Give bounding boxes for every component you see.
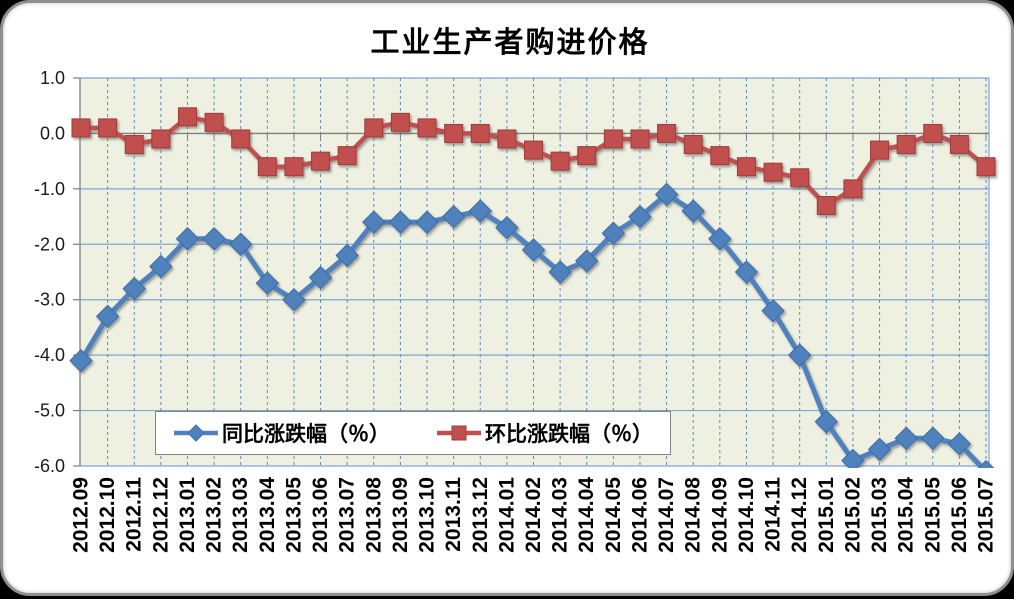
data-point-mom	[125, 136, 143, 154]
data-point-mom	[791, 169, 809, 187]
x-axis-label: 2013.11	[442, 477, 465, 552]
yoy-line-marker-icon	[173, 424, 219, 442]
x-axis-label: 2012.11	[123, 477, 146, 552]
data-point-mom	[471, 124, 489, 142]
y-axis-label: -6.0	[34, 456, 65, 476]
x-axis-label: 2013.09	[389, 477, 412, 553]
legend-entry-mom: 环比涨跌幅（％）	[436, 418, 653, 448]
y-axis-label: -1.0	[34, 179, 65, 199]
x-axis-label: 2013.10	[416, 477, 439, 553]
y-axis-label: -2.0	[34, 234, 65, 254]
x-axis-label: 2014.08	[682, 477, 705, 553]
x-axis-label: 2014.04	[575, 477, 598, 553]
data-point-mom	[285, 158, 303, 176]
data-point-mom	[711, 147, 729, 165]
y-axis-label: -5.0	[34, 401, 65, 421]
x-axis-label: 2013.12	[469, 477, 492, 553]
x-axis-label: 2014.05	[602, 477, 625, 553]
data-point-mom	[897, 136, 915, 154]
x-axis-label: 2013.03	[229, 477, 252, 553]
x-axis-label: 2014.10	[735, 477, 758, 553]
x-axis-label: 2012.12	[149, 477, 172, 553]
data-point-mom	[684, 136, 702, 154]
y-axis-label: -3.0	[34, 290, 65, 310]
y-axis-label: 1.0	[40, 68, 65, 88]
data-point-mom	[391, 113, 409, 131]
x-axis-label: 2015.03	[868, 477, 891, 553]
x-axis-label: 2013.07	[336, 477, 359, 553]
y-axis-label: -4.0	[34, 345, 65, 365]
data-point-mom	[258, 158, 276, 176]
data-point-mom	[498, 130, 516, 148]
x-axis-label: 2015.04	[895, 477, 918, 553]
x-axis-label: 2012.10	[96, 477, 119, 553]
data-point-mom	[178, 108, 196, 126]
x-axis-label: 2015.02	[841, 477, 864, 553]
mom-line-marker-icon	[436, 424, 482, 442]
data-point-mom	[950, 136, 968, 154]
x-axis-label: 2015.07	[975, 477, 998, 553]
x-axis-label: 2014.12	[788, 477, 811, 553]
x-axis-label: 2013.02	[203, 477, 226, 553]
x-axis-label: 2012.09	[70, 477, 93, 553]
data-point-mom	[525, 141, 543, 159]
data-point-mom	[977, 158, 995, 176]
data-point-mom	[205, 113, 223, 131]
data-point-mom	[551, 152, 569, 170]
data-point-mom	[737, 158, 755, 176]
x-axis-label: 2015.06	[948, 477, 971, 553]
data-point-mom	[338, 147, 356, 165]
data-point-mom	[631, 130, 649, 148]
legend-entry-yoy: 同比涨跌幅（％）	[173, 418, 390, 448]
data-point-mom	[578, 147, 596, 165]
x-axis-label: 2014.02	[522, 477, 545, 553]
data-point-mom	[764, 163, 782, 181]
x-axis-label: 2013.08	[362, 477, 385, 553]
x-axis-label: 2015.05	[921, 477, 944, 553]
data-point-mom	[817, 196, 835, 214]
data-point-mom	[445, 124, 463, 142]
data-point-mom	[871, 141, 889, 159]
x-axis-label: 2013.01	[176, 477, 199, 553]
data-point-mom	[152, 130, 170, 148]
data-point-mom	[658, 124, 676, 142]
x-axis-label: 2014.07	[655, 477, 678, 553]
data-point-mom	[844, 180, 862, 198]
data-point-mom	[312, 152, 330, 170]
data-point-mom	[418, 119, 436, 137]
data-point-mom	[72, 119, 90, 137]
data-point-mom	[604, 130, 622, 148]
chart-title: 工业生产者购进价格	[3, 19, 1014, 61]
x-axis-label: 2013.06	[309, 477, 332, 553]
x-axis-label: 2015.01	[815, 477, 838, 553]
data-point-mom	[365, 119, 383, 137]
x-axis-label: 2014.09	[708, 477, 731, 553]
x-axis-label: 2014.01	[495, 477, 518, 553]
x-axis-label: 2013.05	[282, 477, 305, 553]
data-point-mom	[99, 119, 117, 137]
legend-label-mom: 环比涨跌幅（％）	[485, 418, 653, 448]
legend-box: 同比涨跌幅（％） 环比涨跌幅（％）	[155, 411, 671, 455]
data-point-mom	[924, 124, 942, 142]
y-axis-label: 0.0	[40, 123, 65, 143]
legend-label-yoy: 同比涨跌幅（％）	[222, 418, 390, 448]
x-axis-label: 2013.04	[256, 477, 279, 553]
x-axis-label: 2014.11	[762, 477, 785, 552]
x-axis-label: 2014.06	[628, 477, 651, 553]
x-axis-label: 2014.03	[549, 477, 572, 553]
data-point-mom	[232, 130, 250, 148]
